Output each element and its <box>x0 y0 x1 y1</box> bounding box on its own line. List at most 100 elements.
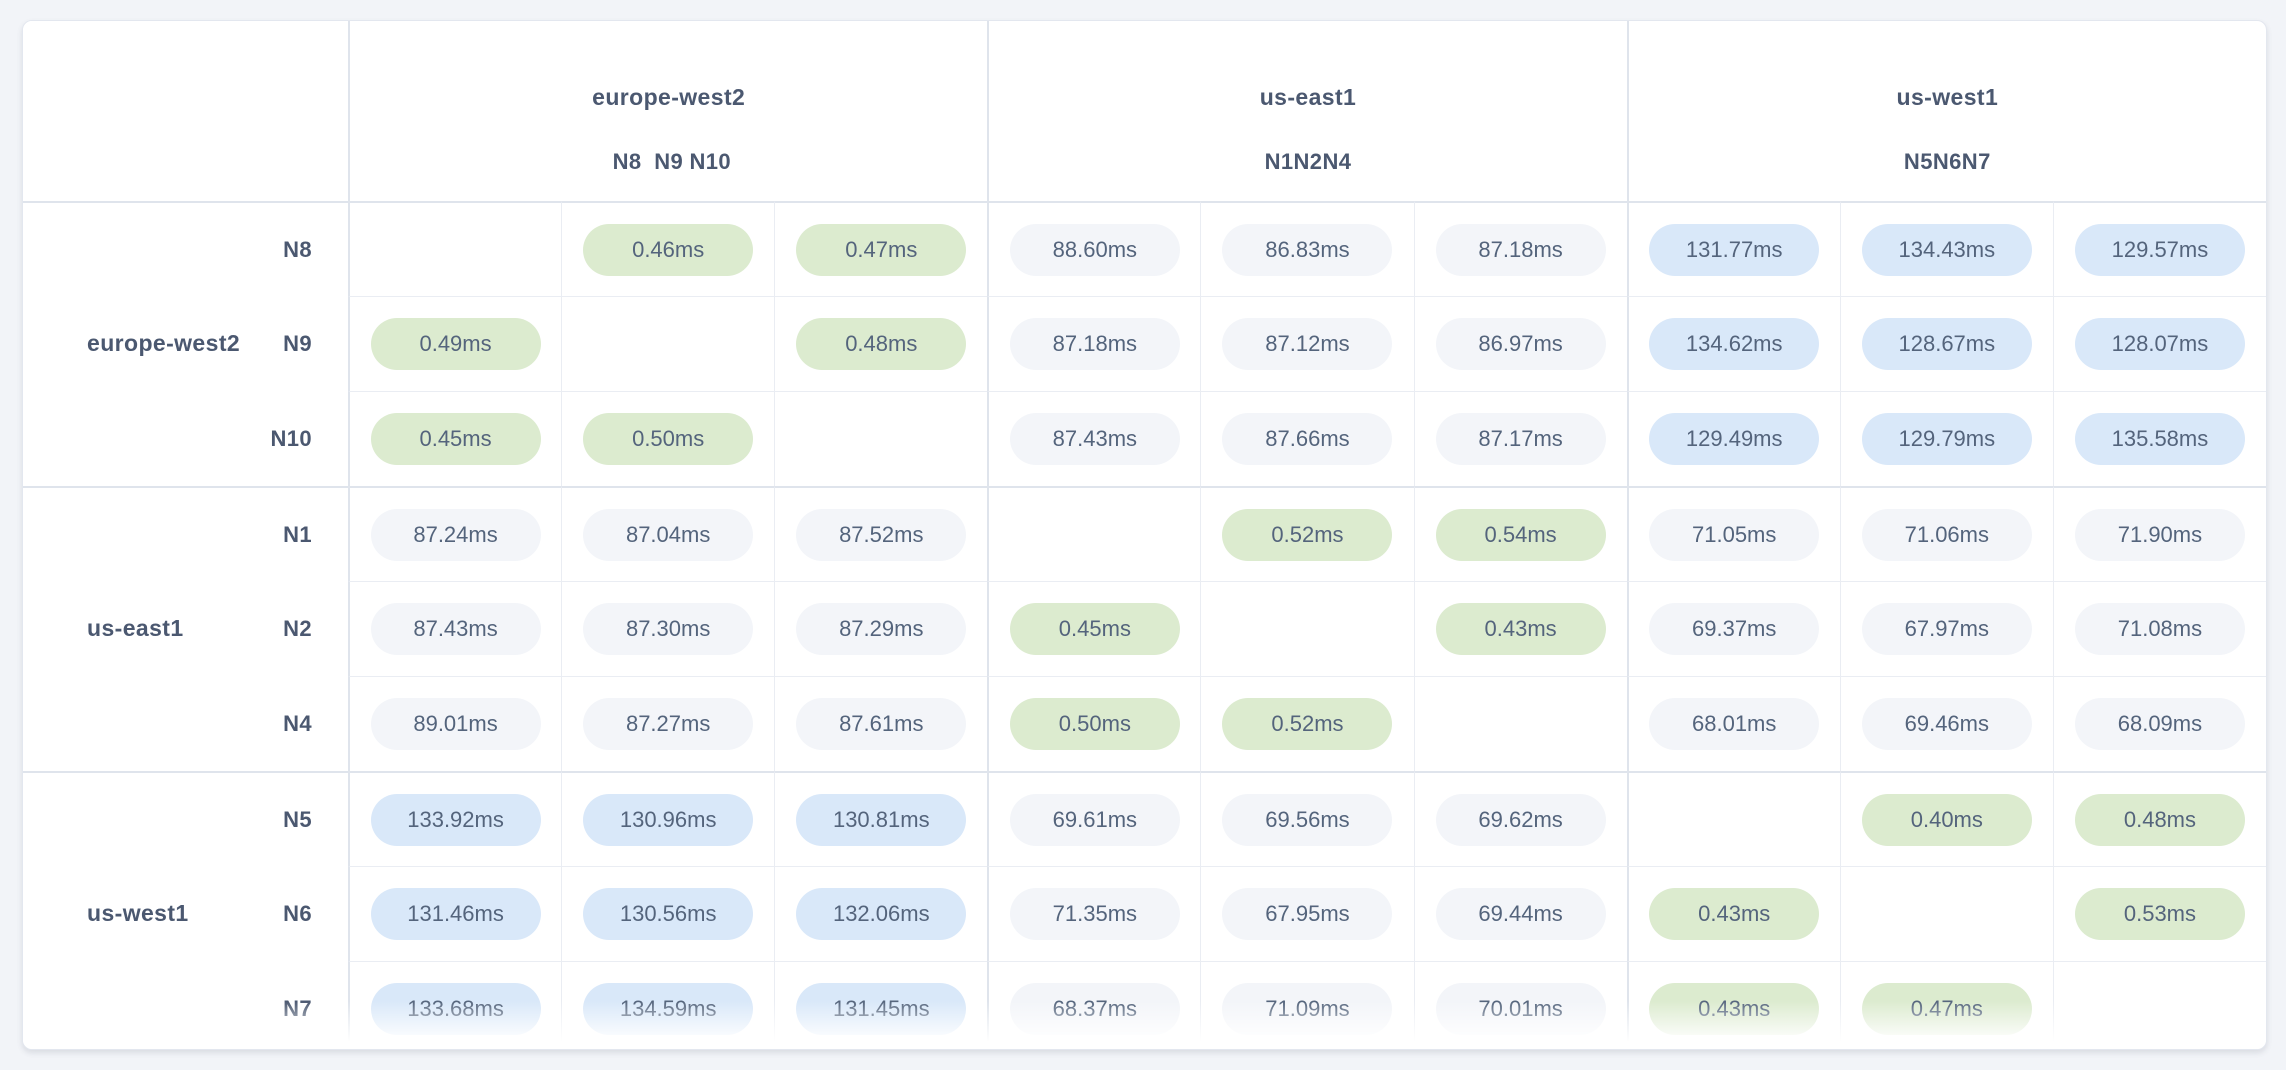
latency-cell-self <box>1413 676 1627 771</box>
latency-pill: 133.92ms <box>370 793 541 846</box>
corner-cell <box>23 21 348 201</box>
latency-cell: 87.66ms <box>1200 391 1414 486</box>
node-column-header-N5: N5 <box>1903 149 1933 174</box>
latency-cell: 87.04ms <box>561 486 775 581</box>
latency-cell: 87.18ms <box>987 296 1201 391</box>
latency-cell: 71.90ms <box>2052 486 2266 581</box>
latency-cell: 88.60ms <box>987 201 1201 296</box>
latency-pill: 0.45ms <box>370 413 541 465</box>
latency-pill: 0.47ms <box>796 223 967 276</box>
node-row-label-N10: N10 <box>270 425 312 451</box>
latency-pill: 129.79ms <box>1861 413 2032 465</box>
row-header-N6: us-west1 N6 <box>23 866 348 961</box>
node-column-header-N8: N8 <box>612 149 642 174</box>
latency-cell: 69.56ms <box>1200 771 1414 866</box>
latency-pill: 0.43ms <box>1649 983 1820 1035</box>
column-region-label: us-west1 <box>1896 84 1999 110</box>
row-header-N5: N5 <box>23 771 348 866</box>
latency-cell: 130.81ms <box>774 771 988 866</box>
latency-cell: 128.67ms <box>1839 296 2053 391</box>
latency-cell: 68.09ms <box>2052 676 2266 771</box>
latency-cell: 0.43ms <box>1413 581 1627 676</box>
latency-cell: 133.92ms <box>348 771 562 866</box>
latency-cell-self <box>1200 581 1414 676</box>
latency-pill: 0.45ms <box>1009 603 1180 655</box>
latency-cell: 69.44ms <box>1413 866 1627 961</box>
latency-pill: 128.67ms <box>1861 318 2032 370</box>
latency-cell: 86.83ms <box>1200 201 1414 296</box>
latency-pill: 132.06ms <box>796 888 967 940</box>
latency-pill: 71.05ms <box>1649 508 1820 561</box>
node-column-header-N6: N6 <box>1932 149 1962 174</box>
latency-pill: 0.50ms <box>583 413 754 465</box>
latency-matrix-table: europe-west2 N8 N9 N10 us-east1 N1 N2 N4 us-west… <box>23 21 2266 1049</box>
latency-cell: 87.24ms <box>348 486 562 581</box>
latency-cell: 0.46ms <box>561 201 775 296</box>
latency-pill: 87.30ms <box>583 603 754 655</box>
latency-cell: 0.52ms <box>1200 486 1414 581</box>
latency-pill: 0.43ms <box>1649 888 1820 940</box>
latency-pill: 89.01ms <box>370 698 541 750</box>
latency-cell: 0.50ms <box>561 391 775 486</box>
latency-pill: 86.83ms <box>1222 223 1393 276</box>
column-node-headers: N8 N9 N10 <box>606 149 731 175</box>
latency-cell: 87.43ms <box>987 391 1201 486</box>
row-header-N8: N8 <box>23 201 348 296</box>
latency-pill: 87.12ms <box>1222 318 1393 370</box>
latency-cell: 0.43ms <box>1626 866 1840 961</box>
latency-cell: 0.48ms <box>2052 771 2266 866</box>
latency-pill: 69.62ms <box>1435 793 1606 846</box>
latency-pill: 68.09ms <box>2074 698 2245 750</box>
latency-cell: 0.47ms <box>774 201 988 296</box>
latency-cell: 0.50ms <box>987 676 1201 771</box>
latency-pill: 0.49ms <box>370 318 541 370</box>
latency-pill: 69.46ms <box>1861 698 2032 750</box>
latency-cell: 0.45ms <box>987 581 1201 676</box>
latency-pill: 131.45ms <box>796 983 967 1035</box>
row-header-N10: N10 <box>23 391 348 486</box>
row-header-N2: us-east1 N2 <box>23 581 348 676</box>
latency-pill: 0.52ms <box>1222 508 1393 561</box>
latency-pill: 130.56ms <box>583 888 754 940</box>
node-column-header-N4: N4 <box>1322 149 1352 174</box>
latency-cell: 0.47ms <box>1839 961 2053 1049</box>
latency-cell: 131.46ms <box>348 866 562 961</box>
latency-pill: 0.53ms <box>2074 888 2245 940</box>
latency-pill: 86.97ms <box>1435 318 1606 370</box>
latency-pill: 130.81ms <box>796 793 967 846</box>
latency-cell: 128.07ms <box>2052 296 2266 391</box>
latency-cell-self <box>1626 771 1840 866</box>
latency-cell: 87.61ms <box>774 676 988 771</box>
latency-cell: 0.48ms <box>774 296 988 391</box>
latency-cell: 134.62ms <box>1626 296 1840 391</box>
latency-pill: 130.96ms <box>583 793 754 846</box>
latency-pill: 131.46ms <box>370 888 541 940</box>
latency-cell: 69.62ms <box>1413 771 1627 866</box>
latency-cell: 0.52ms <box>1200 676 1414 771</box>
latency-cell: 133.68ms <box>348 961 562 1049</box>
latency-cell: 70.01ms <box>1413 961 1627 1049</box>
latency-pill: 67.95ms <box>1222 888 1393 940</box>
latency-cell-self <box>1839 866 2053 961</box>
column-node-headers: N1 N2 N4 <box>1265 149 1352 175</box>
latency-pill: 134.43ms <box>1861 223 2032 276</box>
latency-pill: 71.90ms <box>2074 508 2245 561</box>
node-row-label-N9: N9 <box>283 330 312 356</box>
latency-pill: 0.43ms <box>1435 603 1606 655</box>
latency-cell: 87.43ms <box>348 581 562 676</box>
latency-pill: 0.46ms <box>583 223 754 276</box>
latency-pill: 87.29ms <box>796 603 967 655</box>
latency-cell: 89.01ms <box>348 676 562 771</box>
latency-cell: 0.53ms <box>2052 866 2266 961</box>
latency-cell-self <box>348 201 562 296</box>
latency-pill: 129.57ms <box>2074 223 2245 276</box>
latency-pill: 69.37ms <box>1649 603 1820 655</box>
latency-pill: 69.56ms <box>1222 793 1393 846</box>
node-row-label-N2: N2 <box>283 615 312 641</box>
latency-cell: 87.12ms <box>1200 296 1414 391</box>
latency-cell: 129.79ms <box>1839 391 2053 486</box>
region-row-label-us-east1: us-east1 <box>87 615 184 641</box>
latency-pill: 87.52ms <box>796 508 967 561</box>
node-column-header-N9: N9 <box>654 149 684 174</box>
